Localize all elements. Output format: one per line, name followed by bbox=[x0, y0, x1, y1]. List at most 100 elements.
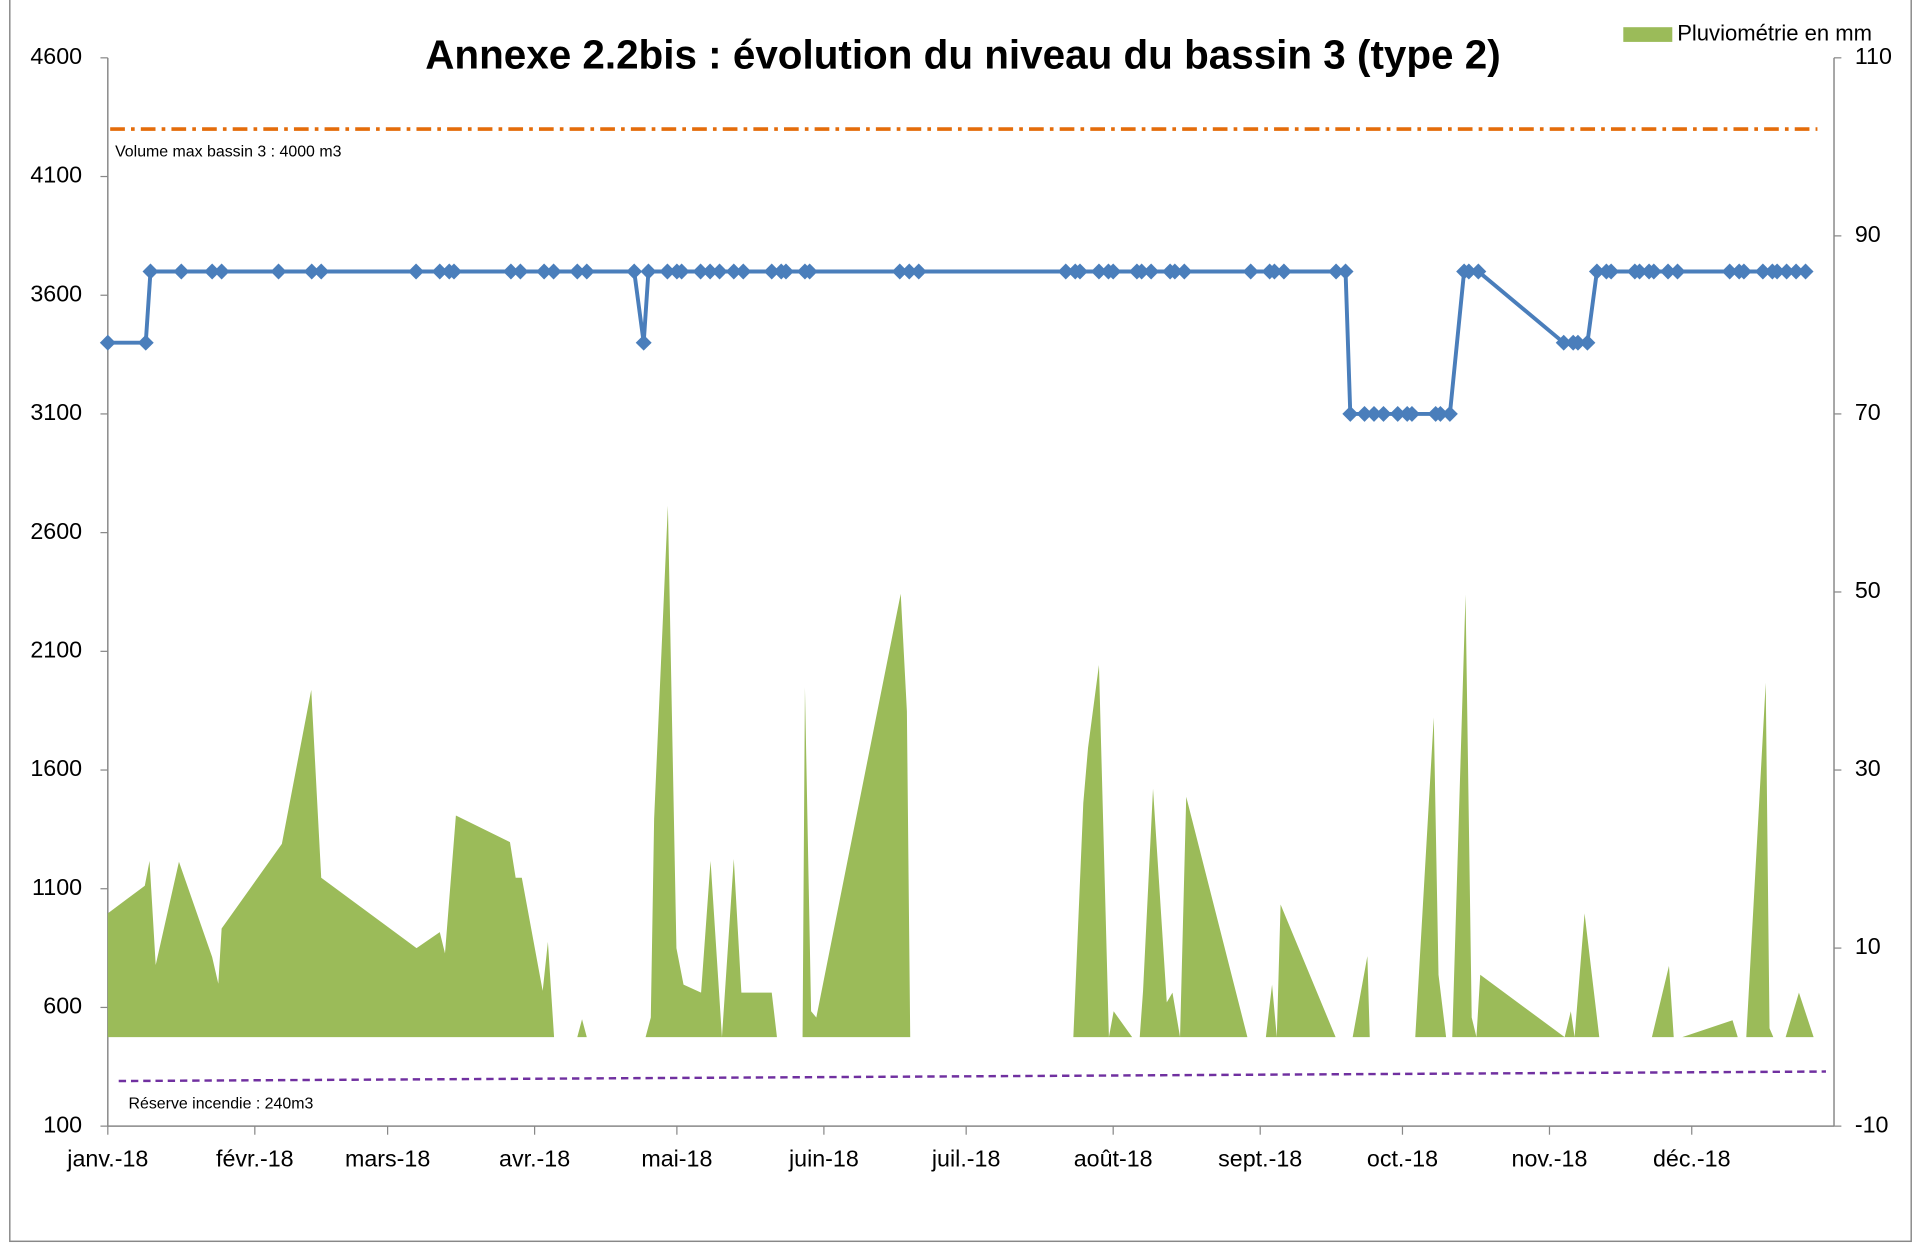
level-marker bbox=[446, 263, 462, 280]
level-marker bbox=[1143, 263, 1160, 280]
x-tick-label: janv.-18 bbox=[66, 1146, 148, 1172]
level-marker bbox=[1797, 263, 1814, 280]
level-marker bbox=[1735, 263, 1752, 280]
x-tick-label: mars-18 bbox=[345, 1146, 430, 1172]
level-marker bbox=[1133, 263, 1150, 280]
level-marker bbox=[659, 263, 676, 280]
y-tick-label: 3600 bbox=[30, 280, 82, 306]
x-tick-label: févr.-18 bbox=[216, 1146, 294, 1172]
level-marker bbox=[1176, 263, 1193, 280]
x-tick-label: juil.-18 bbox=[931, 1146, 1001, 1172]
level-marker bbox=[1603, 263, 1620, 280]
x-tick-label: nov.-18 bbox=[1512, 1146, 1588, 1172]
level-marker bbox=[142, 263, 159, 280]
reference-label: Volume max bassin 3 : 4000 m3 bbox=[115, 144, 341, 161]
x-tick-label: août-18 bbox=[1074, 1146, 1153, 1172]
y-tick-label: 2600 bbox=[30, 518, 82, 544]
y-tick-label: 600 bbox=[43, 993, 82, 1019]
level-marker bbox=[1403, 405, 1420, 422]
level-marker bbox=[1057, 263, 1074, 280]
y2-tick-label: 50 bbox=[1855, 577, 1881, 603]
level-marker bbox=[1460, 263, 1477, 280]
level-marker bbox=[626, 263, 643, 280]
y-tick-label: 4600 bbox=[30, 43, 82, 69]
level-marker bbox=[1579, 334, 1596, 351]
x-tick-label: sept.-18 bbox=[1218, 1146, 1302, 1172]
level-marker bbox=[173, 263, 190, 280]
y2-tick-label: 90 bbox=[1855, 221, 1881, 247]
level-marker bbox=[1166, 263, 1183, 280]
level-marker bbox=[1105, 263, 1122, 280]
level-marker bbox=[1588, 263, 1605, 280]
x-tick-label: avr.-18 bbox=[499, 1146, 570, 1172]
level-marker bbox=[1669, 263, 1686, 280]
level-marker bbox=[1660, 263, 1676, 280]
level-marker bbox=[901, 263, 918, 280]
level-marker bbox=[1389, 405, 1406, 422]
level-marker bbox=[408, 263, 425, 280]
level-marker bbox=[578, 263, 595, 280]
level-marker bbox=[1470, 263, 1487, 280]
level-marker bbox=[1090, 263, 1107, 280]
level-marker bbox=[777, 263, 794, 280]
level-marker bbox=[1645, 263, 1662, 280]
legend-swatch bbox=[1623, 27, 1673, 42]
level-marker bbox=[1769, 263, 1786, 280]
level-marker bbox=[1441, 405, 1458, 422]
level-marker bbox=[1432, 405, 1449, 422]
level-marker bbox=[692, 263, 709, 280]
x-tick-label: oct.-18 bbox=[1367, 1146, 1438, 1172]
level-marker bbox=[1242, 263, 1259, 280]
y2-tick-label: -10 bbox=[1855, 1111, 1889, 1137]
level-marker bbox=[910, 263, 927, 280]
level-marker bbox=[1275, 263, 1292, 280]
reference-line bbox=[118, 1070, 1826, 1083]
level-marker bbox=[1356, 405, 1373, 422]
x-tick-label: juin-18 bbox=[788, 1146, 859, 1172]
level-marker bbox=[1328, 263, 1345, 280]
level-marker bbox=[213, 263, 230, 280]
level-marker bbox=[99, 334, 116, 351]
y-tick-label: 4100 bbox=[30, 162, 82, 188]
level-marker bbox=[431, 263, 448, 280]
level-marker bbox=[640, 263, 657, 280]
level-marker bbox=[512, 263, 529, 280]
x-tick-label: déc.-18 bbox=[1653, 1146, 1731, 1172]
level-marker bbox=[1721, 263, 1738, 280]
level-marker bbox=[569, 263, 586, 280]
level-marker bbox=[763, 263, 780, 280]
level-marker bbox=[1342, 405, 1359, 422]
y2-tick-label: 70 bbox=[1855, 399, 1881, 425]
level-marker bbox=[1788, 263, 1805, 280]
level-marker bbox=[725, 263, 742, 280]
y-tick-label: 1100 bbox=[32, 874, 82, 900]
y2-tick-label: 30 bbox=[1855, 755, 1881, 781]
level-marker bbox=[702, 263, 719, 280]
level-marker bbox=[502, 263, 519, 280]
chart-frame bbox=[9, 0, 1912, 1243]
level-marker bbox=[1754, 263, 1771, 280]
level-marker bbox=[1266, 263, 1283, 280]
reference-label: Réserve incendie : 240m3 bbox=[129, 1096, 314, 1113]
x-tick-label: mai-18 bbox=[641, 1146, 712, 1172]
y-tick-label: 2100 bbox=[30, 636, 82, 662]
level-marker bbox=[711, 263, 728, 280]
level-marker bbox=[1555, 334, 1572, 351]
y2-tick-label: 110 bbox=[1855, 43, 1892, 69]
level-marker bbox=[1569, 334, 1586, 351]
level-marker bbox=[313, 263, 330, 280]
level-marker bbox=[1631, 263, 1648, 280]
legend-label: Pluviométrie en mm bbox=[1677, 20, 1872, 45]
y-tick-label: 100 bbox=[43, 1111, 82, 1137]
chart-title: Annexe 2.2bis : évolution du niveau du b… bbox=[425, 32, 1500, 78]
level-marker bbox=[635, 334, 652, 351]
level-marker bbox=[1072, 263, 1088, 280]
level-marker bbox=[1337, 263, 1354, 280]
level-marker bbox=[1375, 405, 1392, 422]
level-marker bbox=[1366, 405, 1382, 422]
y2-tick-label: 10 bbox=[1855, 933, 1881, 959]
level-marker bbox=[1778, 263, 1795, 280]
y-tick-label: 3100 bbox=[30, 399, 82, 425]
y-tick-label: 1600 bbox=[30, 755, 82, 781]
level-marker bbox=[801, 263, 818, 280]
